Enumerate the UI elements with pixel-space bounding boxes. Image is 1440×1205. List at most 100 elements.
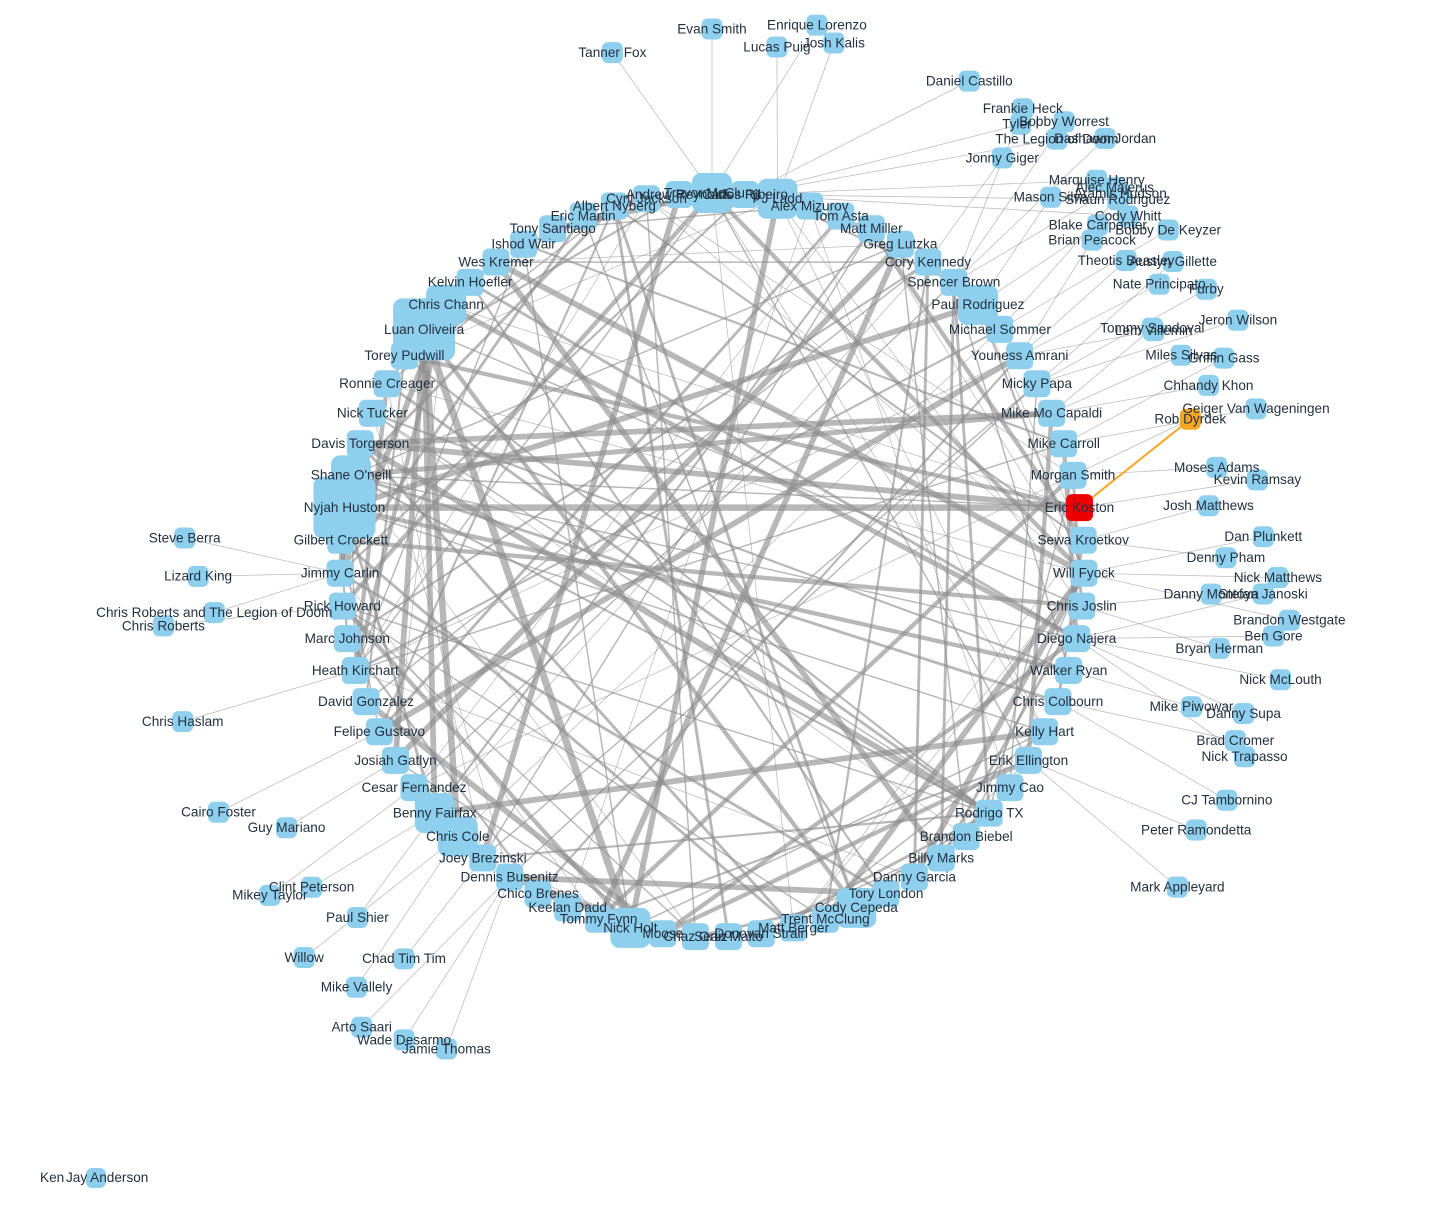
svg-text:Marquise Henry: Marquise Henry (1049, 173, 1145, 188)
svg-text:Benny Fairfax: Benny Fairfax (393, 806, 477, 821)
svg-text:Josh Matthews: Josh Matthews (1163, 498, 1254, 513)
svg-text:Tommy Sandoval: Tommy Sandoval (1100, 320, 1204, 335)
svg-text:Josiah Gatlyn: Josiah Gatlyn (354, 753, 436, 768)
svg-text:Arto Saari: Arto Saari (331, 1020, 391, 1035)
svg-text:Denny Pham: Denny Pham (1187, 550, 1266, 565)
svg-text:Walker Ryan: Walker Ryan (1030, 663, 1107, 678)
svg-text:Chris Colbourn: Chris Colbourn (1013, 694, 1104, 709)
svg-text:Ronnie Creager: Ronnie Creager (339, 376, 435, 391)
svg-text:Will Fyock: Will Fyock (1053, 566, 1115, 581)
svg-text:Tony Santiago: Tony Santiago (510, 221, 596, 236)
svg-text:Luan Oliveira: Luan Oliveira (384, 322, 465, 337)
svg-text:Chris Roberts: Chris Roberts (122, 618, 205, 633)
svg-text:Erik Ellington: Erik Ellington (989, 753, 1068, 768)
svg-text:Michael Sommer: Michael Sommer (949, 322, 1051, 337)
svg-text:Morgan Smith: Morgan Smith (1031, 468, 1116, 483)
svg-text:Paul Rodriguez: Paul Rodriguez (931, 297, 1024, 312)
svg-text:Rob Dyrdek: Rob Dyrdek (1154, 412, 1226, 427)
svg-text:The Legion of Doom: The Legion of Doom (995, 132, 1118, 147)
svg-text:Chris Joslin: Chris Joslin (1047, 598, 1117, 613)
svg-text:Mark Appleyard: Mark Appleyard (1130, 880, 1224, 895)
svg-text:Davis Torgerson: Davis Torgerson (311, 436, 409, 451)
svg-text:Marc Johnson: Marc Johnson (305, 631, 390, 646)
svg-text:Kelvin Hoefler: Kelvin Hoefler (428, 275, 513, 290)
svg-text:Cody Whitt: Cody Whitt (1095, 208, 1162, 223)
svg-text:Mike Carroll: Mike Carroll (1027, 436, 1100, 451)
svg-text:Chris Roberts and The Legion o: Chris Roberts and The Legion of Doom (96, 605, 332, 620)
svg-text:Ken: Ken (40, 1170, 64, 1185)
svg-text:Andrew Reynolds: Andrew Reynolds (626, 187, 733, 202)
svg-text:Jonny Giger: Jonny Giger (966, 150, 1040, 165)
svg-text:Furby: Furby (1189, 282, 1224, 297)
svg-text:Kevin Ramsay: Kevin Ramsay (1214, 472, 1302, 487)
svg-text:Nick McLouth: Nick McLouth (1239, 672, 1321, 687)
svg-text:Mike Vallely: Mike Vallely (321, 980, 393, 995)
svg-text:Nyjah Huston: Nyjah Huston (304, 500, 386, 515)
svg-text:Diego Najera: Diego Najera (1037, 631, 1117, 646)
svg-text:Nick Matthews: Nick Matthews (1234, 570, 1323, 585)
svg-text:Wes Kremer: Wes Kremer (458, 255, 534, 270)
svg-text:Brian Peacock: Brian Peacock (1048, 233, 1136, 248)
svg-text:Chico Brenes: Chico Brenes (497, 886, 579, 901)
svg-text:Nick Trapasso: Nick Trapasso (1201, 749, 1287, 764)
svg-text:Torey Pudwill: Torey Pudwill (364, 348, 444, 363)
svg-text:Mike Piwowar: Mike Piwowar (1150, 699, 1234, 714)
svg-text:Mike Mo Capaldi: Mike Mo Capaldi (1001, 406, 1102, 421)
svg-text:Chris Cole: Chris Cole (426, 829, 489, 844)
svg-text:Cairo Foster: Cairo Foster (181, 805, 256, 820)
svg-text:Mikey Taylor: Mikey Taylor (232, 888, 308, 903)
svg-text:Dan Plunkett: Dan Plunkett (1224, 529, 1302, 544)
svg-text:Tory London: Tory London (849, 886, 924, 901)
svg-text:Guy Mariano: Guy Mariano (248, 820, 326, 835)
svg-text:Chris Haslam: Chris Haslam (142, 714, 224, 729)
svg-text:Chris Chann: Chris Chann (408, 297, 484, 312)
svg-text:Evan Smith: Evan Smith (677, 21, 747, 36)
svg-text:Joey Brezinski: Joey Brezinski (439, 850, 527, 865)
svg-text:Josh Kalis: Josh Kalis (803, 35, 865, 50)
svg-text:Austyn Gillette: Austyn Gillette (1129, 254, 1217, 269)
svg-text:Keelan Dadd: Keelan Dadd (528, 900, 607, 915)
svg-text:Cory Kennedy: Cory Kennedy (885, 255, 971, 270)
svg-text:Eric Koston: Eric Koston (1045, 500, 1115, 515)
svg-text:Greg Lutzka: Greg Lutzka (863, 237, 937, 252)
svg-text:Jimmy Cao: Jimmy Cao (976, 780, 1044, 795)
svg-text:Jay Anderson: Jay Anderson (66, 1170, 148, 1185)
svg-text:Daniel Castillo: Daniel Castillo (926, 74, 1013, 89)
svg-text:Peter Ramondetta: Peter Ramondetta (1141, 822, 1252, 837)
svg-text:Brad Cromer: Brad Cromer (1196, 733, 1274, 748)
svg-text:Tanner Fox: Tanner Fox (578, 45, 646, 60)
svg-text:Shaun Rodriguez: Shaun Rodriguez (1065, 192, 1170, 207)
svg-text:Ben Gore: Ben Gore (1244, 628, 1302, 643)
svg-text:Dennis Busenitz: Dennis Busenitz (460, 870, 558, 885)
svg-text:CJ Tambornino: CJ Tambornino (1181, 793, 1272, 808)
svg-text:Enrique Lorenzo: Enrique Lorenzo (767, 18, 867, 33)
svg-text:Heath Kirchart: Heath Kirchart (312, 663, 399, 678)
svg-text:Lucas Puig: Lucas Puig (743, 39, 810, 54)
svg-text:Chhandy Khon: Chhandy Khon (1164, 378, 1254, 393)
svg-text:Micky Papa: Micky Papa (1002, 376, 1073, 391)
svg-text:David Gonzalez: David Gonzalez (318, 694, 414, 709)
svg-text:Nick Tucker: Nick Tucker (337, 406, 408, 421)
svg-text:Sewa Kroetkov: Sewa Kroetkov (1037, 533, 1129, 548)
svg-text:Kelly Hart: Kelly Hart (1015, 724, 1074, 739)
svg-text:Brandon Biebel: Brandon Biebel (920, 829, 1013, 844)
svg-text:Jeron Wilson: Jeron Wilson (1199, 313, 1278, 328)
svg-text:Spencer Brown: Spencer Brown (907, 275, 1000, 290)
svg-text:Matt Miller: Matt Miller (840, 221, 903, 236)
svg-text:Cesar Fernandez: Cesar Fernandez (361, 780, 466, 795)
svg-text:Danny Garcia: Danny Garcia (873, 870, 957, 885)
svg-text:Gilbert Crockett: Gilbert Crockett (294, 533, 389, 548)
svg-text:Billy Marks: Billy Marks (908, 850, 974, 865)
svg-text:Griffin Gass: Griffin Gass (1188, 350, 1260, 365)
svg-text:Brandon Westgate: Brandon Westgate (1233, 613, 1345, 628)
svg-text:Rodrigo TX: Rodrigo TX (955, 806, 1024, 821)
svg-text:Ishod Wair: Ishod Wair (491, 237, 556, 252)
svg-text:Steve Berra: Steve Berra (149, 530, 221, 545)
svg-text:Felipe Gustavo: Felipe Gustavo (334, 724, 425, 739)
svg-text:Lizard King: Lizard King (164, 569, 232, 584)
svg-text:Youness Amrani: Youness Amrani (971, 348, 1069, 363)
svg-text:Willow: Willow (285, 950, 324, 965)
svg-text:Shane O'neill: Shane O'neill (311, 468, 391, 483)
svg-text:Paul Shier: Paul Shier (326, 910, 389, 925)
svg-text:Jimmy Carlin: Jimmy Carlin (301, 566, 380, 581)
